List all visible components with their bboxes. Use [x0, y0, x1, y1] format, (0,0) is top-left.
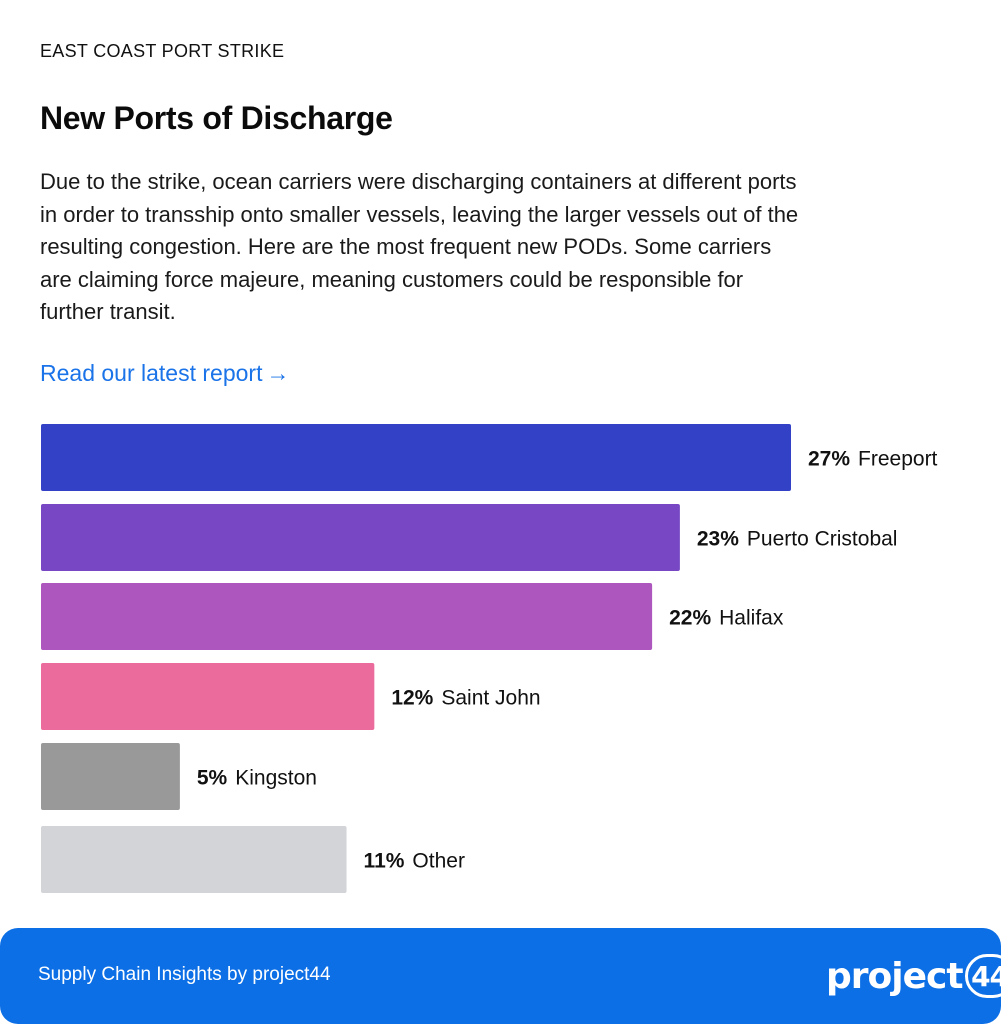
- bar-value-label: 12%: [391, 687, 433, 710]
- description-text: Due to the strike, ocean carriers were d…: [40, 169, 799, 324]
- bar-label: 12% Saint John: [391, 687, 540, 710]
- bar-value-label: 27%: [808, 448, 850, 471]
- logo-number-badge: 44: [964, 954, 1001, 998]
- bar-label: 23% Puerto Cristobal: [697, 528, 898, 551]
- page-title: New Ports of Discharge: [40, 100, 393, 136]
- bar-freeport: [41, 424, 791, 491]
- bar-kingston: [41, 743, 180, 810]
- bar-category-label: Halifax: [719, 607, 784, 630]
- bar-category-label: Saint John: [441, 687, 540, 710]
- bar-other: [41, 826, 347, 893]
- bar-category-label: Freeport: [858, 448, 938, 471]
- bar-value-label: 11%: [364, 850, 405, 873]
- bar-halifax: [41, 583, 653, 650]
- bar-label: 11% Other: [364, 850, 465, 873]
- footer-bar: Supply Chain Insights by project44 proje…: [0, 928, 1001, 1024]
- bar-saint-john: [41, 663, 375, 730]
- bar-category-label: Kingston: [235, 767, 317, 790]
- logo-word: project: [826, 955, 964, 997]
- bar-chart: 27% Freeport 23% Puerto Cristobal 22% Halifax…: [41, 424, 938, 893]
- bar-puerto-cristobal: [41, 504, 680, 571]
- read-report-link-label: Read our latest report: [40, 360, 263, 386]
- bar-category-label: Other: [412, 850, 465, 873]
- bar-value-label: 22%: [669, 607, 711, 630]
- bar-label: 27% Freeport: [808, 448, 938, 471]
- read-report-link[interactable]: Read our latest report →: [40, 360, 289, 387]
- bar-value-label: 23%: [697, 528, 739, 551]
- project44-logo: project 44: [826, 950, 1001, 1002]
- bar-category-label: Puerto Cristobal: [747, 528, 898, 551]
- bar-label: 5% Kingston: [197, 767, 317, 790]
- bar-value-label: 5%: [197, 767, 228, 790]
- kicker-label: EAST COAST PORT STRIKE: [40, 41, 285, 61]
- bar-label: 22% Halifax: [669, 607, 784, 630]
- footer-text: Supply Chain Insights by project44: [38, 964, 331, 985]
- arrow-right-icon: →: [266, 360, 290, 386]
